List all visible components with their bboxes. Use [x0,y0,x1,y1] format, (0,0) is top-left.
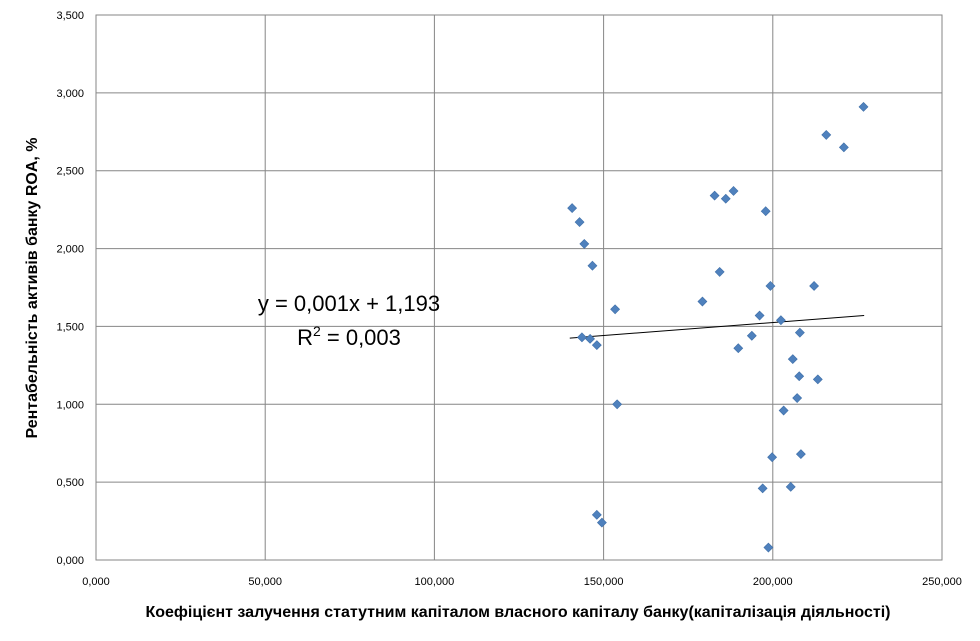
data-point [733,343,744,354]
data-point [709,190,720,201]
y-tick-label: 3,500 [56,10,84,22]
data-point [754,310,765,321]
data-point [794,327,805,338]
data-point [591,509,602,520]
x-tick-label: 250,000 [922,576,962,588]
x-tick-label: 100,000 [415,576,455,588]
x-tick-label: 150,000 [584,576,624,588]
data-point [787,354,798,365]
y-tick-label: 3,000 [56,88,84,100]
r-squared-label: R2 = 0,003 [297,323,401,350]
data-point [767,452,778,463]
data-point [714,267,725,277]
x-tick-label: 200,000 [753,576,793,588]
y-tick-label: 1,000 [56,399,84,411]
y-tick-label: 2,000 [56,244,84,256]
data-point [591,340,602,351]
x-axis-title: Коефіцієнт залучення статутним капіталом… [145,604,890,621]
data-points [567,101,869,553]
data-point [794,371,805,382]
data-point [610,304,621,315]
data-point [795,449,806,460]
plot-area-border [95,14,943,561]
trendline [569,315,865,339]
data-point [785,481,796,492]
y-tick-label: 1,500 [56,321,84,333]
data-point [809,281,820,291]
x-tick-label: 0,000 [82,576,110,588]
data-point [697,296,708,307]
y-axis-tick-labels: 0,000 0,500 1,000 1,500 2,000 2,500 3,000 3,500 [56,10,84,567]
x-axis-tick-labels: 0,000 50,000 100,000 150,000 200,000 250,000 [82,576,962,588]
data-point [765,281,776,291]
data-point [567,203,578,214]
x-tick-label: 50,000 [248,576,282,588]
data-point [574,217,585,228]
r-squared-value: = 0,003 [321,325,401,350]
data-point [720,193,731,204]
data-point [821,129,832,140]
y-axis-title: Рентабельність активів банку ROA, % [24,137,41,438]
y-tick-label: 0,500 [56,477,84,489]
data-point [596,517,607,528]
data-point [838,142,849,153]
data-point [612,399,623,410]
data-point [577,332,587,343]
data-point [858,101,869,112]
data-point [728,186,739,196]
data-point [775,315,786,326]
y-tick-label: 0,000 [56,555,84,567]
data-point [579,238,590,249]
data-point [746,330,757,341]
r-squared-symbol: R [297,325,313,350]
data-point [757,483,768,494]
data-point [587,260,598,271]
data-point [812,374,823,385]
data-point [760,206,771,217]
y-tick-label: 2,500 [56,166,84,178]
data-point [778,405,789,416]
data-point [585,333,595,344]
r-squared-superscript: 2 [313,323,321,339]
data-point [792,393,803,403]
trendline-equation: y = 0,001x + 1,193 [258,291,440,316]
data-point [763,542,774,553]
